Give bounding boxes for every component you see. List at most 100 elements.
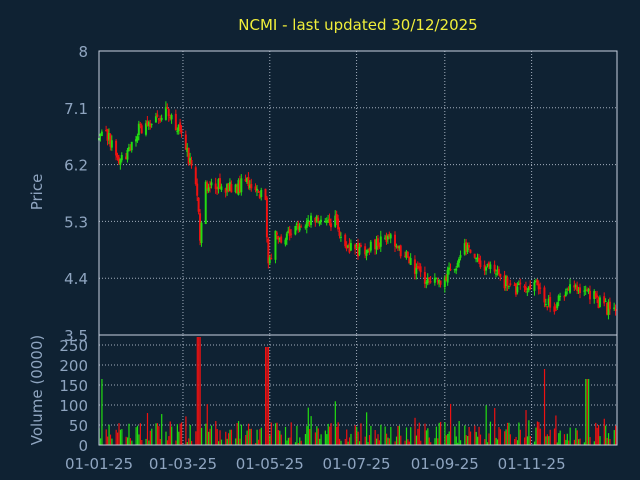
- candle-body: [385, 235, 388, 242]
- candle-body: [459, 255, 462, 258]
- price-tick-label: 6.2: [64, 157, 88, 175]
- candle-body: [439, 280, 442, 285]
- price-tick-labels: 8 7.1 6.2 5.3 4.4 3.5: [64, 43, 88, 345]
- candle-body: [418, 267, 421, 269]
- volume-tick-label: 100: [59, 397, 88, 415]
- candle-body: [376, 238, 379, 247]
- candle-body: [428, 277, 431, 279]
- volume-bar: [378, 440, 381, 445]
- volume-bar: [576, 430, 578, 445]
- candle-body: [405, 251, 408, 258]
- candle-body: [240, 178, 243, 193]
- volume-bar: [605, 425, 607, 445]
- candle-body: [523, 286, 526, 288]
- volume-bar: [289, 437, 291, 445]
- candle-body: [559, 295, 562, 297]
- candle-body: [180, 130, 183, 133]
- volume-bar: [374, 430, 376, 445]
- volume-bar: [229, 429, 231, 445]
- volume-bar: [195, 431, 197, 445]
- candle-body: [159, 120, 162, 122]
- volume-bar: [131, 440, 133, 445]
- candle-body: [594, 293, 597, 298]
- candle-body: [207, 187, 210, 192]
- volume-bar: [259, 429, 261, 445]
- candle-body: [466, 245, 469, 253]
- volume-bar: [428, 437, 430, 445]
- candle-body: [348, 243, 351, 253]
- volume-bar: [188, 438, 190, 445]
- candle-body: [287, 230, 290, 234]
- volume-bar: [299, 437, 301, 445]
- volume-bar: [346, 429, 348, 445]
- candle-body: [588, 290, 591, 300]
- candle-body: [157, 118, 160, 120]
- volume-bar: [427, 428, 429, 445]
- volume-bar: [108, 424, 110, 445]
- candle-body: [369, 241, 372, 251]
- candle-body: [547, 298, 550, 306]
- candle-body: [190, 160, 193, 166]
- candle-body: [314, 217, 317, 223]
- candle-body: [453, 269, 456, 271]
- volume-bar: [615, 425, 617, 445]
- candle-body: [375, 239, 378, 250]
- volume-bar: [121, 429, 123, 445]
- volume-bar: [336, 426, 338, 445]
- candle-body: [347, 245, 350, 248]
- candle-body: [556, 302, 559, 309]
- volume-bar: [105, 429, 107, 445]
- volume-bar: [578, 439, 580, 445]
- date-tick-label: 01-01-25: [65, 455, 133, 473]
- volume-bar: [304, 433, 307, 445]
- candle-body: [527, 286, 530, 291]
- volume-bar: [609, 439, 611, 445]
- volume-bar: [218, 441, 220, 445]
- volume-bar: [189, 424, 191, 445]
- candle-body: [187, 147, 190, 164]
- volume-tick-label: 150: [59, 377, 88, 395]
- volume-bar: [524, 437, 526, 445]
- candle-body: [177, 124, 180, 132]
- candle-body: [146, 121, 149, 126]
- candle-body: [455, 268, 458, 271]
- volume-bar: [518, 422, 520, 445]
- volume-bar: [528, 420, 530, 445]
- candle-body: [379, 236, 382, 247]
- volume-bar: [246, 430, 248, 445]
- price-tick-label: 7.1: [64, 100, 88, 118]
- volume-bar: [179, 423, 181, 445]
- candle-body: [544, 304, 547, 306]
- volume-bar: [599, 436, 601, 445]
- candle-body: [606, 302, 609, 315]
- candle-body: [448, 267, 451, 271]
- volume-bar: [583, 442, 585, 445]
- candle-body: [120, 154, 123, 161]
- volume-bar: [300, 440, 302, 445]
- candle-body: [324, 221, 327, 223]
- candle-body: [160, 117, 163, 120]
- candle-body: [487, 262, 490, 267]
- candle-body: [443, 277, 446, 288]
- candle-body: [458, 258, 461, 263]
- volume-bar: [380, 424, 382, 445]
- volume-bar: [118, 423, 120, 445]
- volume-bar: [257, 439, 260, 445]
- candle-body: [288, 229, 291, 236]
- volume-bar: [339, 438, 341, 445]
- candle-body: [236, 186, 239, 194]
- candle-body: [533, 281, 536, 291]
- volume-bar: [410, 427, 412, 445]
- candle-body: [107, 133, 110, 140]
- volume-bar: [327, 423, 329, 445]
- volume-bar: [230, 429, 233, 445]
- volume-bar: [270, 422, 272, 445]
- candle-body: [583, 290, 586, 292]
- volume-bar: [417, 428, 419, 445]
- volume-bar: [168, 436, 170, 445]
- volume-bar: [324, 430, 326, 445]
- candle-body: [238, 180, 241, 193]
- volume-bar: [256, 429, 258, 445]
- volume-bar: [286, 440, 288, 445]
- volume-bar: [454, 426, 456, 445]
